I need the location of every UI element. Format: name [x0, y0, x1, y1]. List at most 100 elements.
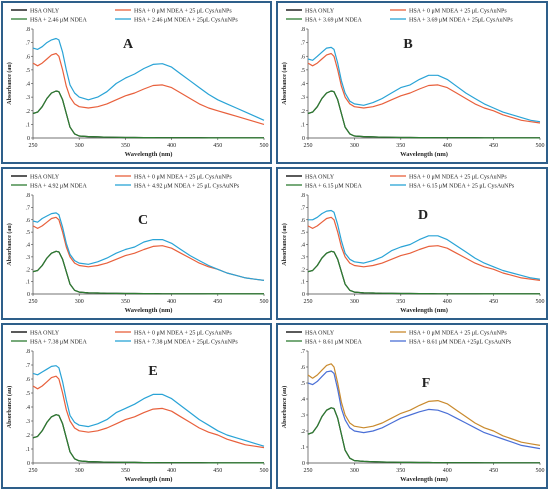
y-tick-label: .2	[26, 109, 31, 115]
chart-svg: HSA ONLY HSA + 8.61 μM NDEA HSA + 0 μM NDE…	[281, 331, 545, 484]
x-tick-label: 400	[443, 299, 452, 305]
x-tick-label: 300	[350, 143, 359, 149]
x-tick-label: 400	[167, 143, 176, 149]
y-tick-label: .4	[301, 82, 306, 88]
x-tick-label: 350	[121, 299, 130, 305]
y-tick-label: 0	[27, 136, 30, 142]
chart-panel-a: HSA ONLY HSA + 2.46 μM NDEA HSA + 0 μM NDE…	[1, 1, 272, 164]
panel-label: B	[403, 37, 412, 52]
x-tick-label: 300	[350, 468, 359, 474]
y-axis-title: Absorbance (au)	[6, 62, 13, 105]
series-line	[32, 250, 264, 295]
y-tick-label: .2	[301, 109, 306, 115]
series-line	[307, 52, 541, 124]
series-line	[307, 407, 540, 464]
y-axis-title: Absorbance (au)	[281, 386, 288, 429]
legend-entry: HSA + 0 μM NDEA + 25 μL CysAuNPs	[134, 331, 232, 337]
y-tick-label: .1	[26, 447, 31, 453]
x-tick-label: 300	[75, 143, 84, 149]
x-tick-label: 250	[29, 143, 38, 149]
y-tick-label: .6	[301, 218, 306, 224]
y-tick-label: .6	[301, 365, 306, 371]
chart-panel-f: HSA ONLY HSA + 8.61 μM NDEA HSA + 0 μM NDE…	[276, 323, 548, 489]
series-line	[307, 46, 541, 123]
y-axis-title: Absorbance (au)	[281, 62, 288, 105]
y-tick-label: .1	[26, 122, 31, 128]
x-tick-label: 250	[29, 299, 38, 305]
y-tick-label: .7	[26, 363, 31, 369]
x-tick-label: 450	[489, 468, 498, 474]
x-tick-label: 450	[213, 468, 222, 474]
y-tick-label: 0	[27, 292, 30, 298]
y-tick-label: .6	[26, 218, 31, 224]
y-tick-label: .3	[301, 95, 306, 101]
y-tick-label: .3	[26, 95, 31, 101]
x-axis-title: Wavelength (nm)	[125, 476, 173, 483]
legend-entry: HSA + 4.92 μM NDEA + 25 μL CysAuNPs	[134, 184, 240, 190]
chart-panel-d: HSA ONLY HSA + 6.15 μM NDEA HSA + 0 μM NDE…	[276, 167, 548, 320]
y-axis-title: Absorbance (au)	[6, 386, 13, 429]
legend-entry: HSA + 6.15 μM NDEA	[305, 184, 362, 190]
y-tick-label: .7	[301, 205, 306, 211]
y-tick-label: 0	[302, 292, 305, 298]
legend-entry: HSA ONLY	[30, 331, 60, 337]
x-tick-label: 500	[536, 143, 545, 149]
legend-entry: HSA ONLY	[305, 331, 335, 337]
legend-entry: HSA + 8.61 μM NDEA +25μL CysAuNPs	[409, 340, 512, 346]
y-tick-label: 0	[302, 461, 305, 467]
series-line	[32, 375, 265, 449]
y-tick-label: .4	[301, 243, 306, 249]
y-tick-label: .4	[26, 405, 31, 411]
x-tick-label: 400	[167, 299, 176, 305]
x-axis-title: Wavelength (nm)	[125, 307, 173, 314]
y-tick-label: .8	[26, 27, 31, 33]
series-line	[307, 370, 541, 450]
legend-entry: HSA + 8.61 μM NDEA	[305, 340, 362, 346]
x-axis-title: Wavelength (nm)	[400, 151, 448, 158]
series-line	[307, 250, 540, 295]
x-tick-label: 500	[260, 143, 269, 149]
y-tick-label: .7	[301, 349, 306, 355]
legend-entry: HSA + 4.92 μM NDEA	[30, 184, 87, 190]
y-tick-label: .7	[26, 41, 31, 47]
legend-entry: HSA + 7.38 μM NDEA + 25μL CysAuNPs	[134, 340, 238, 346]
series-line	[32, 250, 264, 295]
x-tick-label: 450	[489, 299, 498, 305]
x-tick-label: 350	[396, 299, 405, 305]
x-tick-label: 450	[489, 143, 498, 149]
x-tick-label: 250	[304, 468, 313, 474]
y-tick-label: .3	[301, 413, 306, 419]
y-tick-label: .5	[26, 391, 31, 397]
y-tick-label: .3	[301, 255, 306, 261]
legend-entry: HSA ONLY	[30, 175, 60, 181]
x-tick-label: 400	[443, 468, 452, 474]
x-tick-label: 350	[121, 143, 130, 149]
y-tick-label: .8	[26, 349, 31, 355]
y-tick-label: .5	[26, 68, 31, 74]
chart-panel-b: HSA ONLY HSA + 3.69 μM NDEA HSA + 0 μM NDE…	[276, 1, 548, 164]
y-axis-title: Absorbance (au)	[6, 223, 13, 266]
legend-entry: HSA + 7.38 μM NDEA	[30, 340, 87, 346]
y-tick-label: .7	[26, 205, 31, 211]
legend-entry: HSA + 0 μM NDEA + 25 μL CysAuNPs	[409, 331, 507, 337]
chart-panel-e: HSA ONLY HSA + 7.38 μM NDEA HSA + 0 μM NDE…	[1, 323, 272, 489]
y-tick-label: .5	[301, 381, 306, 387]
x-tick-label: 250	[29, 468, 38, 474]
panel-label: C	[138, 213, 148, 228]
series-line	[307, 363, 541, 446]
y-tick-label: .8	[301, 193, 306, 199]
x-tick-label: 500	[260, 468, 269, 474]
legend-entry: HSA ONLY	[305, 9, 335, 15]
y-tick-label: .5	[26, 230, 31, 236]
series-line	[307, 90, 540, 139]
x-axis-title: Wavelength (nm)	[400, 307, 448, 314]
y-tick-label: .4	[301, 397, 306, 403]
x-tick-label: 300	[75, 299, 84, 305]
chart-svg: HSA ONLY HSA + 7.38 μM NDEA HSA + 0 μM NDE…	[6, 331, 269, 484]
y-tick-label: .6	[26, 377, 31, 383]
y-tick-label: .1	[26, 280, 31, 286]
series-line	[32, 414, 264, 464]
y-tick-label: .1	[301, 445, 306, 451]
y-tick-label: .5	[301, 68, 306, 74]
x-axis-title: Wavelength (nm)	[125, 151, 173, 158]
